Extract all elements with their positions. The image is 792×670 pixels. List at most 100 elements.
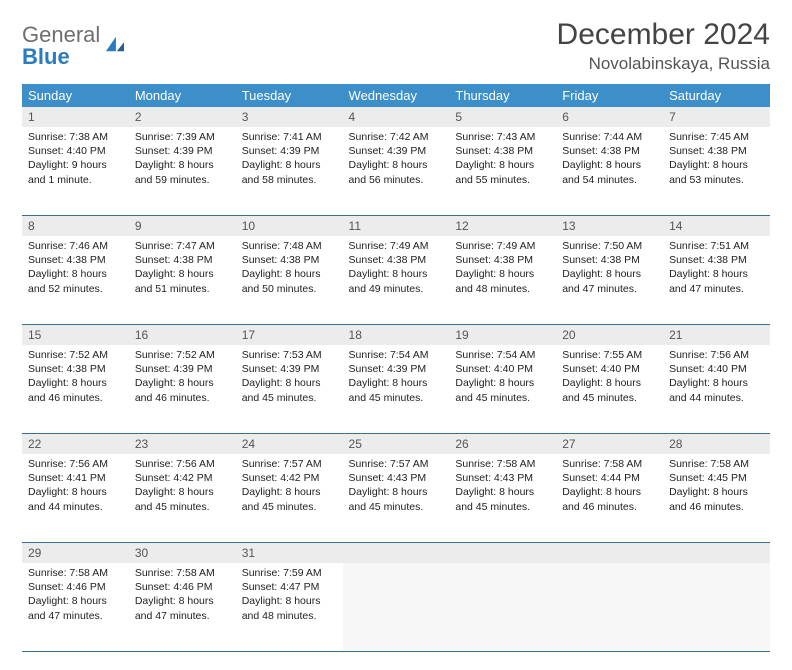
- week-row: Sunrise: 7:38 AMSunset: 4:40 PMDaylight:…: [22, 127, 770, 216]
- dl1-text: Daylight: 8 hours: [349, 376, 444, 390]
- sunrise-text: Sunrise: 7:42 AM: [349, 130, 444, 144]
- day-cell: Sunrise: 7:39 AMSunset: 4:39 PMDaylight:…: [129, 127, 236, 216]
- day-content: Sunrise: 7:47 AMSunset: 4:38 PMDaylight:…: [129, 236, 236, 302]
- sunset-text: Sunset: 4:38 PM: [28, 362, 123, 376]
- day-cell: Sunrise: 7:52 AMSunset: 4:38 PMDaylight:…: [22, 345, 129, 434]
- day-number-row: 1234567: [22, 107, 770, 127]
- day-number: 24: [236, 434, 343, 455]
- day-content: Sunrise: 7:49 AMSunset: 4:38 PMDaylight:…: [449, 236, 556, 302]
- sunset-text: Sunset: 4:40 PM: [669, 362, 764, 376]
- sunrise-text: Sunrise: 7:56 AM: [28, 457, 123, 471]
- sunset-text: Sunset: 4:39 PM: [242, 362, 337, 376]
- week-row: Sunrise: 7:56 AMSunset: 4:41 PMDaylight:…: [22, 454, 770, 543]
- dl2-text: and 46 minutes.: [669, 500, 764, 514]
- week-row: Sunrise: 7:46 AMSunset: 4:38 PMDaylight:…: [22, 236, 770, 325]
- dl2-text: and 55 minutes.: [455, 173, 550, 187]
- sunset-text: Sunset: 4:42 PM: [242, 471, 337, 485]
- day-number: 22: [22, 434, 129, 455]
- dl1-text: Daylight: 8 hours: [455, 485, 550, 499]
- day-number: 18: [343, 325, 450, 346]
- dl1-text: Daylight: 8 hours: [135, 158, 230, 172]
- day-number: 3: [236, 107, 343, 127]
- day-content: Sunrise: 7:48 AMSunset: 4:38 PMDaylight:…: [236, 236, 343, 302]
- day-number: 29: [22, 543, 129, 564]
- dl2-text: and 47 minutes.: [562, 282, 657, 296]
- day-number: 26: [449, 434, 556, 455]
- weekday-header: Saturday: [663, 84, 770, 107]
- dl2-text: and 56 minutes.: [349, 173, 444, 187]
- sunset-text: Sunset: 4:38 PM: [242, 253, 337, 267]
- day-cell: [449, 563, 556, 652]
- day-cell: Sunrise: 7:55 AMSunset: 4:40 PMDaylight:…: [556, 345, 663, 434]
- day-cell: Sunrise: 7:58 AMSunset: 4:45 PMDaylight:…: [663, 454, 770, 543]
- day-cell: Sunrise: 7:58 AMSunset: 4:46 PMDaylight:…: [22, 563, 129, 652]
- day-number: 6: [556, 107, 663, 127]
- sunset-text: Sunset: 4:46 PM: [28, 580, 123, 594]
- sunset-text: Sunset: 4:40 PM: [28, 144, 123, 158]
- day-number: 8: [22, 216, 129, 237]
- dl1-text: Daylight: 8 hours: [28, 594, 123, 608]
- day-cell: Sunrise: 7:53 AMSunset: 4:39 PMDaylight:…: [236, 345, 343, 434]
- day-cell: Sunrise: 7:56 AMSunset: 4:40 PMDaylight:…: [663, 345, 770, 434]
- dl1-text: Daylight: 8 hours: [242, 594, 337, 608]
- day-content: Sunrise: 7:54 AMSunset: 4:39 PMDaylight:…: [343, 345, 450, 411]
- dl1-text: Daylight: 8 hours: [349, 485, 444, 499]
- day-number: 16: [129, 325, 236, 346]
- dl2-text: and 51 minutes.: [135, 282, 230, 296]
- sunrise-text: Sunrise: 7:58 AM: [562, 457, 657, 471]
- weekday-header: Tuesday: [236, 84, 343, 107]
- logo-word-2: Blue: [22, 44, 70, 69]
- day-content: Sunrise: 7:58 AMSunset: 4:44 PMDaylight:…: [556, 454, 663, 520]
- sunset-text: Sunset: 4:38 PM: [135, 253, 230, 267]
- dl2-text: and 45 minutes.: [135, 500, 230, 514]
- day-cell: [556, 563, 663, 652]
- dl1-text: Daylight: 8 hours: [242, 485, 337, 499]
- sunset-text: Sunset: 4:40 PM: [455, 362, 550, 376]
- day-number: 5: [449, 107, 556, 127]
- sunrise-text: Sunrise: 7:48 AM: [242, 239, 337, 253]
- day-number-row: 293031: [22, 543, 770, 564]
- dl1-text: Daylight: 8 hours: [669, 485, 764, 499]
- dl1-text: Daylight: 8 hours: [349, 158, 444, 172]
- sunset-text: Sunset: 4:41 PM: [28, 471, 123, 485]
- dl2-text: and 47 minutes.: [669, 282, 764, 296]
- sunrise-text: Sunrise: 7:56 AM: [669, 348, 764, 362]
- sunrise-text: Sunrise: 7:46 AM: [28, 239, 123, 253]
- sunset-text: Sunset: 4:45 PM: [669, 471, 764, 485]
- dl1-text: Daylight: 8 hours: [349, 267, 444, 281]
- day-content: Sunrise: 7:38 AMSunset: 4:40 PMDaylight:…: [22, 127, 129, 193]
- dl2-text: and 58 minutes.: [242, 173, 337, 187]
- logo-sail-icon: [104, 35, 126, 53]
- dl2-text: and 54 minutes.: [562, 173, 657, 187]
- day-number: 17: [236, 325, 343, 346]
- dl1-text: Daylight: 8 hours: [28, 267, 123, 281]
- dl2-text: and 45 minutes.: [562, 391, 657, 405]
- day-number: 23: [129, 434, 236, 455]
- day-number: 21: [663, 325, 770, 346]
- sunrise-text: Sunrise: 7:55 AM: [562, 348, 657, 362]
- day-number: 7: [663, 107, 770, 127]
- dl2-text: and 52 minutes.: [28, 282, 123, 296]
- sunrise-text: Sunrise: 7:43 AM: [455, 130, 550, 144]
- day-content: Sunrise: 7:49 AMSunset: 4:38 PMDaylight:…: [343, 236, 450, 302]
- sunrise-text: Sunrise: 7:52 AM: [28, 348, 123, 362]
- day-number: 25: [343, 434, 450, 455]
- day-cell: Sunrise: 7:51 AMSunset: 4:38 PMDaylight:…: [663, 236, 770, 325]
- day-number: 20: [556, 325, 663, 346]
- week-row: Sunrise: 7:52 AMSunset: 4:38 PM Daylight:…: [22, 345, 770, 434]
- day-content: Sunrise: 7:45 AMSunset: 4:38 PMDaylight:…: [663, 127, 770, 193]
- sunset-text: Sunset: 4:38 PM: [455, 144, 550, 158]
- day-cell: Sunrise: 7:57 AMSunset: 4:43 PMDaylight:…: [343, 454, 450, 543]
- day-number: 2: [129, 107, 236, 127]
- day-number-row: 15161718192021: [22, 325, 770, 346]
- day-cell: Sunrise: 7:56 AMSunset: 4:42 PMDaylight:…: [129, 454, 236, 543]
- dl2-text: and 46 minutes.: [562, 500, 657, 514]
- sunset-text: Sunset: 4:38 PM: [28, 253, 123, 267]
- day-cell: [343, 563, 450, 652]
- day-number: 11: [343, 216, 450, 237]
- sunset-text: Sunset: 4:46 PM: [135, 580, 230, 594]
- dl1-text: Daylight: 8 hours: [242, 158, 337, 172]
- sunrise-text: Sunrise: 7:56 AM: [135, 457, 230, 471]
- day-content: Sunrise: 7:58 AMSunset: 4:43 PMDaylight:…: [449, 454, 556, 520]
- sunrise-text: Sunrise: 7:59 AM: [242, 566, 337, 580]
